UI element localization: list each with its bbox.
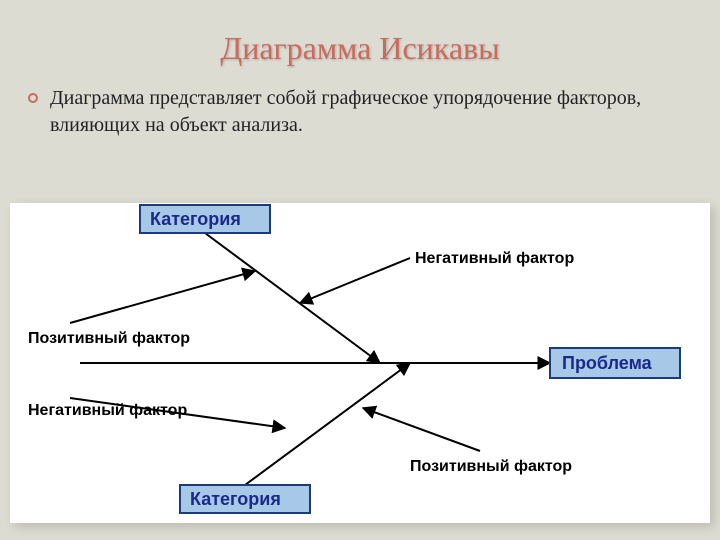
problem-label: Проблема: [562, 353, 653, 373]
category-label-bottom: Категория: [190, 489, 281, 509]
factor-label-3: Негативный фактор: [28, 402, 187, 419]
factor-arrow-2: [70, 271, 255, 323]
factor-arrow-1: [300, 258, 410, 303]
bone-bottom: [245, 363, 410, 485]
diagram-svg: Проблема Категория Категория Негативный …: [10, 203, 710, 523]
bone-top: [205, 233, 380, 363]
factor-label-1: Негативный фактор: [415, 250, 574, 267]
description-text: Диаграмма представляет собой графическое…: [50, 85, 680, 139]
bullet-icon: [28, 93, 38, 103]
ishikawa-diagram: Проблема Категория Категория Негативный …: [10, 203, 710, 523]
factor-label-2: Позитивный фактор: [28, 330, 190, 347]
factor-label-4: Позитивный фактор: [410, 458, 572, 475]
factor-arrow-4: [363, 408, 480, 451]
page-title: Диаграмма Исикавы: [0, 0, 720, 67]
category-label-top: Категория: [150, 209, 241, 229]
description-row: Диаграмма представляет собой графическое…: [0, 67, 720, 151]
